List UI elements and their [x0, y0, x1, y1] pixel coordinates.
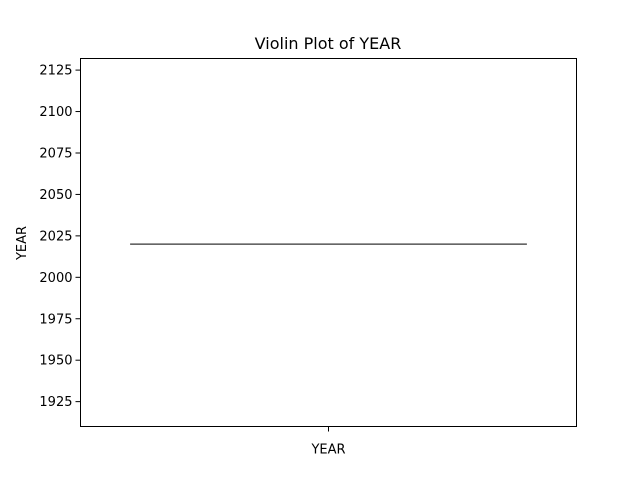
y-tick-label: 2050 — [39, 188, 72, 203]
y-axis-label: YEAR — [15, 226, 30, 261]
y-tick-label: 2025 — [39, 229, 72, 244]
y-tick-label: 1925 — [39, 395, 72, 410]
plot-area-frame — [80, 58, 577, 427]
y-tick-label: 2100 — [39, 105, 72, 120]
y-axis-ticks: 1925 1950 1975 2000 2025 2050 2075 2100 2125 — [39, 64, 81, 410]
y-tick-label: 2000 — [39, 271, 72, 286]
y-tick-label: 1950 — [39, 354, 72, 369]
y-tick-label: 2075 — [39, 146, 72, 161]
y-tick-label: 2125 — [39, 64, 72, 79]
y-tick-label: 1975 — [39, 312, 72, 327]
x-tick-label: YEAR — [310, 443, 345, 458]
chart-title: Violin Plot of YEAR — [255, 34, 402, 53]
x-axis-ticks: YEAR — [310, 426, 346, 458]
